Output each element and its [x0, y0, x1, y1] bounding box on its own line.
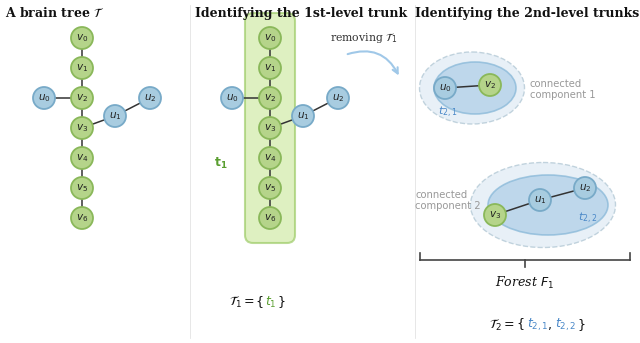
Text: $u_2$: $u_2$ [579, 182, 591, 194]
Text: $\{$: $\{$ [255, 294, 264, 310]
Text: connected: connected [530, 79, 582, 89]
Circle shape [104, 105, 126, 127]
Circle shape [71, 117, 93, 139]
Text: removing $\mathcal{T}_1$: removing $\mathcal{T}_1$ [330, 31, 397, 45]
Circle shape [33, 87, 55, 109]
Circle shape [327, 87, 349, 109]
Text: connected: connected [415, 190, 467, 200]
Circle shape [71, 147, 93, 169]
Text: $u_0$: $u_0$ [38, 92, 51, 104]
Text: $v_6$: $v_6$ [76, 212, 88, 224]
Text: A brain tree $\mathcal{T}$: A brain tree $\mathcal{T}$ [5, 6, 104, 20]
Text: $t_1$: $t_1$ [265, 294, 276, 309]
FancyBboxPatch shape [245, 13, 295, 243]
Text: $v_4$: $v_4$ [264, 152, 276, 164]
Circle shape [71, 27, 93, 49]
Circle shape [259, 27, 281, 49]
Text: $u_2$: $u_2$ [332, 92, 344, 104]
Text: $v_3$: $v_3$ [264, 122, 276, 134]
Text: $\}$: $\}$ [577, 317, 586, 333]
Circle shape [434, 77, 456, 99]
Text: $v_5$: $v_5$ [76, 182, 88, 194]
Text: component 2: component 2 [415, 201, 481, 211]
Circle shape [484, 204, 506, 226]
Text: Identifying the 1st-level trunk: Identifying the 1st-level trunk [195, 7, 407, 20]
Text: $u_1$: $u_1$ [109, 110, 121, 122]
Circle shape [259, 207, 281, 229]
Text: $v_4$: $v_4$ [76, 152, 88, 164]
Text: $v_3$: $v_3$ [489, 209, 501, 221]
Text: component 1: component 1 [530, 90, 596, 100]
Circle shape [479, 74, 501, 96]
Text: $v_5$: $v_5$ [264, 182, 276, 194]
Circle shape [139, 87, 161, 109]
Text: $\mathcal{T}_1=$: $\mathcal{T}_1=$ [229, 294, 255, 309]
Text: $t_{2,2}$: $t_{2,2}$ [555, 317, 577, 333]
Ellipse shape [419, 52, 525, 124]
Text: $t_{2,1}$: $t_{2,1}$ [438, 105, 458, 120]
Text: $v_6$: $v_6$ [264, 212, 276, 224]
Circle shape [259, 87, 281, 109]
Text: $v_0$: $v_0$ [264, 32, 276, 44]
Text: $v_2$: $v_2$ [484, 79, 496, 91]
Text: $t_{2,1}$: $t_{2,1}$ [527, 317, 548, 333]
Text: Identifying the 2nd-level trunks: Identifying the 2nd-level trunks [415, 7, 639, 20]
Circle shape [71, 177, 93, 199]
Text: $u_2$: $u_2$ [144, 92, 156, 104]
Circle shape [259, 177, 281, 199]
Circle shape [221, 87, 243, 109]
Text: $\mathcal{T}_2=\{$: $\mathcal{T}_2=\{$ [489, 317, 525, 333]
Text: $\}$: $\}$ [277, 294, 285, 310]
Text: $v_1$: $v_1$ [76, 62, 88, 74]
Text: $v_2$: $v_2$ [76, 92, 88, 104]
Text: $\mathbf{t_1}$: $\mathbf{t_1}$ [214, 155, 228, 170]
Ellipse shape [488, 175, 608, 235]
Text: Forest $F_1$: Forest $F_1$ [495, 275, 554, 291]
Text: $v_1$: $v_1$ [264, 62, 276, 74]
Text: $v_0$: $v_0$ [76, 32, 88, 44]
Text: $u_0$: $u_0$ [226, 92, 238, 104]
Circle shape [259, 147, 281, 169]
Ellipse shape [434, 62, 516, 114]
Circle shape [71, 87, 93, 109]
Circle shape [259, 57, 281, 79]
Circle shape [71, 57, 93, 79]
Text: $u_1$: $u_1$ [534, 194, 547, 206]
Text: $v_3$: $v_3$ [76, 122, 88, 134]
Ellipse shape [470, 163, 616, 248]
Circle shape [71, 207, 93, 229]
Text: $u_1$: $u_1$ [297, 110, 309, 122]
Text: $v_2$: $v_2$ [264, 92, 276, 104]
Text: $t_{2,2}$: $t_{2,2}$ [579, 211, 598, 226]
Circle shape [292, 105, 314, 127]
Circle shape [574, 177, 596, 199]
Circle shape [529, 189, 551, 211]
Circle shape [259, 117, 281, 139]
Text: $,$: $,$ [547, 319, 552, 331]
Text: $u_0$: $u_0$ [438, 82, 451, 94]
